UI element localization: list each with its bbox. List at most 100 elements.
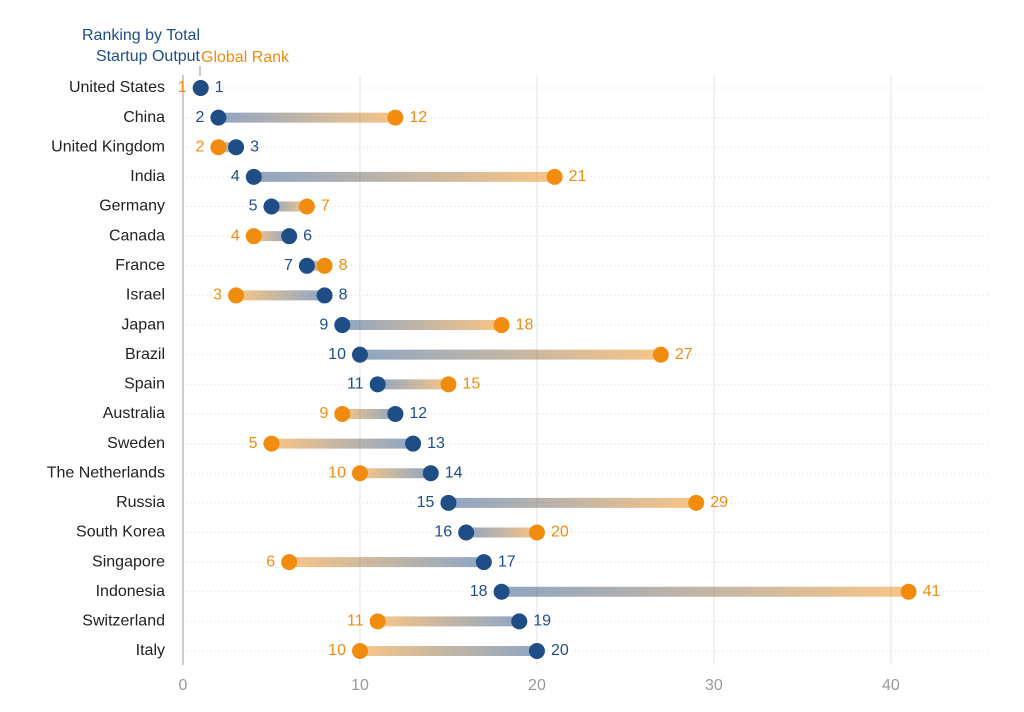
y-tick-label: Brazil: [125, 346, 165, 363]
dot: [228, 287, 245, 304]
value-label: 12: [409, 109, 427, 126]
y-tick-label: Italy: [136, 642, 165, 659]
y-tick-label: South Korea: [76, 524, 165, 541]
y-tick-label: Sweden: [107, 435, 165, 452]
y-tick-label: France: [115, 257, 165, 274]
value-label: 1: [178, 79, 187, 96]
value-label: 2: [195, 138, 204, 155]
dot: [387, 405, 404, 422]
value-label: 8: [339, 287, 348, 304]
value-label: 15: [417, 494, 435, 511]
y-tick-label: India: [130, 168, 165, 185]
y-tick-label: Russia: [116, 494, 165, 511]
value-label: 27: [675, 346, 693, 363]
y-tick-label: United States: [69, 79, 165, 96]
value-label: 4: [231, 168, 240, 185]
value-label: 10: [328, 464, 346, 481]
x-tick-label: 20: [528, 677, 546, 694]
dot: [245, 168, 262, 185]
dot: [351, 346, 368, 363]
value-label: 7: [284, 257, 293, 274]
y-tick-label: Germany: [99, 198, 165, 215]
value-label: 13: [427, 435, 445, 452]
y-tick-label: The Netherlands: [47, 464, 165, 481]
x-tick-label: 30: [705, 677, 723, 694]
value-label: 15: [462, 376, 480, 393]
value-label: 9: [319, 316, 328, 333]
dot: [440, 376, 457, 393]
dot: [546, 168, 563, 185]
dot: [387, 109, 404, 126]
value-label: 1: [215, 79, 224, 96]
value-label: 20: [551, 642, 569, 659]
y-tick-label: Spain: [124, 376, 165, 393]
value-label: 6: [266, 553, 275, 570]
dot: [528, 524, 545, 541]
value-label: 11: [347, 376, 364, 393]
dot: [228, 139, 245, 156]
value-label: 16: [434, 524, 452, 541]
value-label: 5: [249, 198, 258, 215]
dot: [405, 435, 422, 452]
value-label: 5: [249, 435, 258, 452]
value-label: 41: [923, 583, 941, 600]
dot: [351, 643, 368, 659]
dot: [210, 139, 227, 156]
value-label: 19: [533, 613, 551, 630]
legend-entry: Global Rank: [201, 49, 290, 66]
y-tick-label: Japan: [121, 316, 165, 333]
value-label: 29: [710, 494, 728, 511]
legend-entry: Ranking by Total Startup Output: [82, 27, 200, 65]
value-label: 14: [445, 464, 463, 481]
value-label: 3: [213, 287, 222, 304]
dot: [316, 287, 333, 304]
dot: [351, 465, 368, 482]
value-label: 6: [303, 227, 312, 244]
value-label: 21: [569, 168, 587, 185]
dot: [334, 317, 351, 334]
dot: [298, 257, 315, 274]
value-label: 2: [195, 109, 204, 126]
y-tick-label: United Kingdom: [51, 138, 165, 155]
dot: [528, 643, 545, 659]
dot: [688, 494, 705, 511]
y-tick-label: Indonesia: [96, 583, 165, 600]
dot: [652, 346, 669, 363]
dot: [440, 494, 457, 511]
dot: [263, 198, 280, 215]
dot: [369, 376, 386, 393]
x-tick-label: 10: [351, 677, 369, 694]
x-tick-label: 0: [179, 677, 188, 694]
y-tick-label: Singapore: [92, 553, 165, 570]
value-label: 7: [321, 198, 330, 215]
value-label: 10: [328, 346, 346, 363]
value-label: 11: [347, 613, 364, 630]
dot: [493, 317, 510, 334]
dot: [422, 465, 439, 482]
dot: [493, 583, 510, 600]
dot: [316, 257, 333, 274]
value-label: 10: [328, 642, 346, 659]
dot: [263, 435, 280, 452]
dot: [900, 583, 917, 600]
value-label: 4: [231, 227, 240, 244]
dot: [281, 554, 298, 571]
value-label: 12: [409, 405, 427, 422]
dot: [475, 554, 492, 571]
value-label: 18: [516, 316, 534, 333]
value-label: 20: [551, 524, 569, 541]
y-tick-label: Israel: [126, 287, 165, 304]
dot: [192, 80, 209, 96]
dot: [369, 613, 386, 630]
dot: [511, 613, 528, 630]
y-tick-label: Australia: [103, 405, 165, 422]
value-label: 18: [470, 583, 488, 600]
value-label: 9: [319, 405, 328, 422]
dot: [281, 228, 298, 245]
dot: [298, 198, 315, 215]
y-tick-label: China: [123, 109, 165, 126]
dot: [210, 109, 227, 126]
dot: [334, 405, 351, 422]
